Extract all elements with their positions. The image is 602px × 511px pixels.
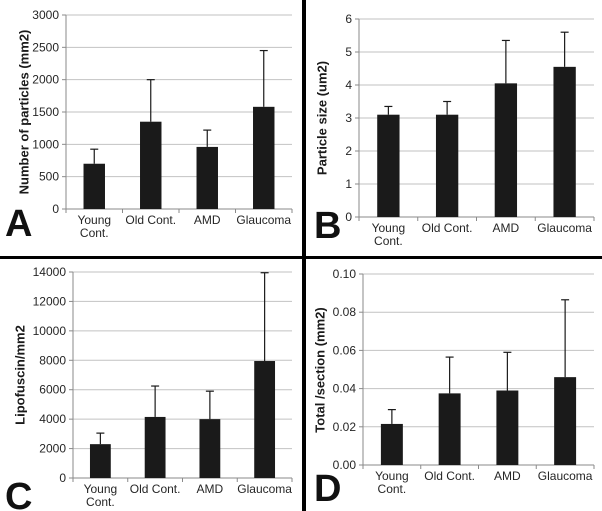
y-tick-label: 5 <box>345 45 352 59</box>
plot-area-c: 0 2000 4000 6000 8000 10000 12000 14000 <box>33 265 293 485</box>
category-label: AMD <box>193 213 221 227</box>
y-tick-label: 500 <box>39 170 59 184</box>
category-label: Glaucoma <box>537 221 592 235</box>
bar-old-cont- <box>144 416 166 478</box>
bar-amd <box>496 390 519 465</box>
y-tick-label: 8000 <box>39 353 66 367</box>
y-axis-title-b: Particle size (um2) <box>314 60 330 176</box>
y-tick-label: 0.02 <box>333 420 357 434</box>
y-tick-label: 6 <box>345 12 352 26</box>
bar-young-cont- <box>89 444 111 478</box>
bar-glaucoma <box>253 106 275 209</box>
panel-letter-c: C <box>5 476 33 511</box>
y-tick-label: 0 <box>52 202 59 216</box>
y-tick-label: 0.08 <box>333 305 357 319</box>
bar-young-cont- <box>377 114 400 217</box>
plot-area-b: 0 1 2 3 4 5 6 <box>345 12 595 224</box>
y-tick-label: 4 <box>345 78 352 92</box>
y-tick-label: 1000 <box>32 137 59 151</box>
y-tick-label: 2000 <box>39 442 66 456</box>
bar-old-cont- <box>435 114 459 217</box>
category-label: AMD <box>196 482 224 496</box>
y-tick-label: 3 <box>345 111 352 125</box>
y-tick-label: 4000 <box>39 412 66 426</box>
y-tick-label: 0.04 <box>333 382 357 396</box>
panel-letter-b: B <box>314 205 342 247</box>
panel-letter-d: D <box>314 468 342 510</box>
bar-amd <box>494 83 518 217</box>
y-tick-label: 1500 <box>32 105 59 119</box>
bar-glaucoma <box>254 361 276 478</box>
y-tick-label: 14000 <box>33 265 67 279</box>
bar-glaucoma <box>554 377 577 465</box>
panel-letter-a: A <box>5 203 33 245</box>
y-tick-label: 2500 <box>32 40 59 54</box>
category-label: Old Cont. <box>129 482 181 496</box>
category-label: AMD <box>492 221 520 235</box>
category-label: Young Cont. <box>371 221 406 249</box>
category-label: Young Cont. <box>375 469 409 497</box>
y-tick-label: 0 <box>59 471 66 485</box>
plot-area-d: 0.00 0.02 0.04 0.06 0.08 0.10 <box>333 267 595 472</box>
y-tick-label: 0.06 <box>333 343 357 357</box>
y-tick-label: 2000 <box>32 73 59 87</box>
y-tick-label: 2 <box>345 144 352 158</box>
y-axis-title-c: Lipofuscin/mm2 <box>12 325 28 425</box>
y-tick-label: 12000 <box>33 294 67 308</box>
bar-amd <box>196 146 218 209</box>
y-axis-title-a: Number of particles (mm2) <box>16 29 32 195</box>
bar-old-cont- <box>438 393 461 465</box>
category-label: Glaucoma <box>537 469 593 483</box>
bar-amd <box>199 419 221 478</box>
y-axis-title-d: Total /section (mm2) <box>312 306 328 433</box>
panel-d: 0.00 0.02 0.04 0.06 0.08 0.10 Total /section … <box>306 259 602 511</box>
y-tick-label: 1 <box>345 177 352 191</box>
bar-young-cont- <box>83 163 105 209</box>
y-tick-label: 3000 <box>32 8 59 22</box>
panel-b: 0 1 2 3 4 5 6 Particle size (um2) B Young Cont… <box>306 0 602 256</box>
y-tick-label: 0.00 <box>333 458 357 472</box>
y-tick-label: 6000 <box>39 383 66 397</box>
category-label: AMD <box>494 469 521 483</box>
vertical-divider <box>302 0 306 511</box>
bar-old-cont- <box>140 121 162 209</box>
category-label: Old Cont. <box>421 221 473 235</box>
category-label: Young Cont. <box>77 213 112 241</box>
category-label: Glaucoma <box>237 482 292 496</box>
bar-young-cont- <box>380 423 403 465</box>
y-tick-label: 0.10 <box>333 267 357 281</box>
panel-c: 0 2000 4000 6000 8000 10000 12000 14000 Lipofus… <box>0 259 302 511</box>
y-tick-label: 10000 <box>33 324 67 338</box>
horizontal-divider <box>0 256 602 259</box>
category-label: Glaucoma <box>236 213 292 227</box>
category-label: Old Cont. <box>424 469 475 483</box>
category-label: Young Cont. <box>83 482 118 510</box>
panel-a: 0 500 1000 1500 2000 2500 3000 Number of parti… <box>0 0 302 256</box>
category-label: Old Cont. <box>125 213 177 227</box>
y-tick-label: 0 <box>345 210 352 224</box>
plot-area-a: 0 500 1000 1500 2000 2500 3000 <box>32 8 293 216</box>
bar-glaucoma <box>553 66 576 217</box>
